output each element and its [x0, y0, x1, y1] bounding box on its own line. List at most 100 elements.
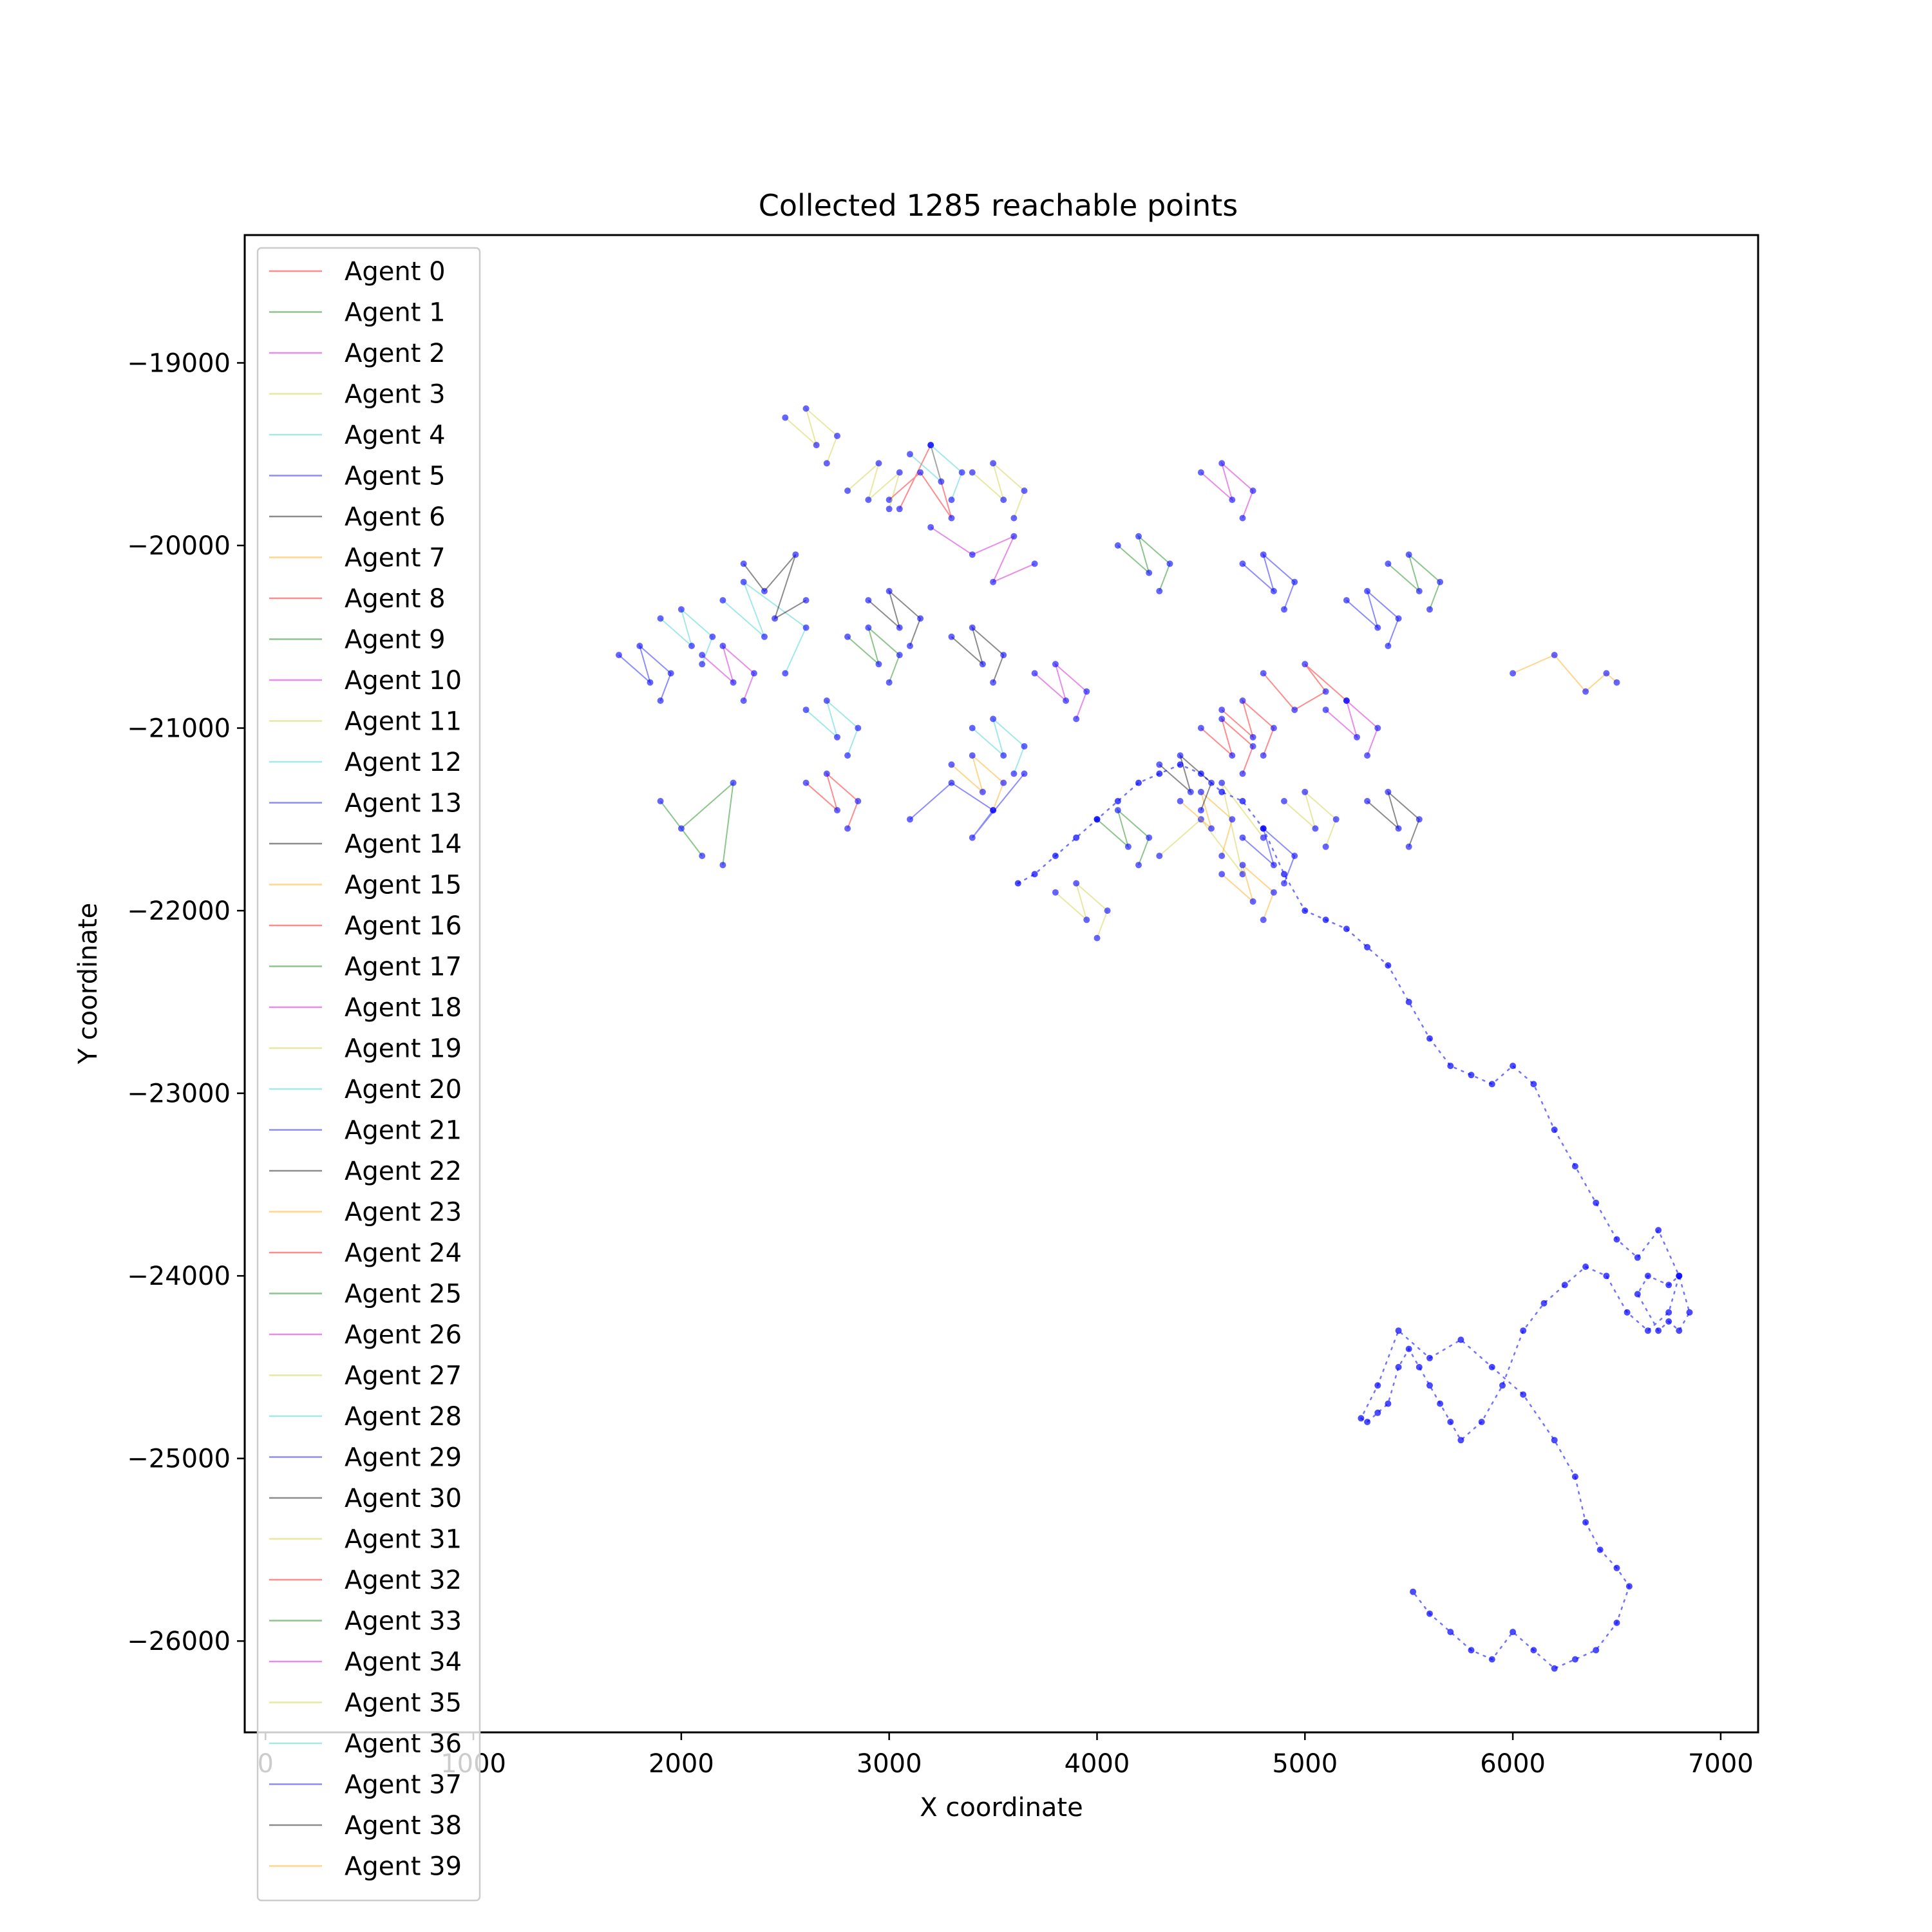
data-point	[677, 606, 685, 613]
legend-item: Agent 8	[269, 584, 446, 614]
data-point	[616, 652, 622, 659]
data-point	[917, 615, 924, 622]
legend-label: Agent 13	[345, 789, 462, 819]
series-agent-1	[657, 779, 737, 869]
series-agent-18	[1031, 661, 1090, 723]
long-path-point	[1676, 1273, 1683, 1280]
legend-label: Agent 34	[345, 1647, 462, 1677]
legend-item: Agent 20	[269, 1075, 462, 1104]
legend-item: Agent 28	[269, 1402, 462, 1432]
series-agent-16	[802, 770, 862, 832]
legend-item: Agent 11	[269, 707, 462, 737]
data-point	[907, 451, 913, 458]
data-point	[886, 679, 893, 686]
data-point	[1385, 788, 1392, 795]
long-path	[1014, 761, 1693, 1672]
series-agent-13	[1343, 587, 1402, 649]
long-path-point	[1405, 998, 1412, 1005]
data-point	[834, 432, 840, 439]
legend-item: Agent 12	[269, 748, 462, 777]
data-point	[1114, 807, 1121, 814]
data-point	[1260, 670, 1267, 677]
data-point	[1322, 688, 1329, 695]
data-point	[1124, 843, 1132, 850]
data-point	[1239, 834, 1246, 841]
legend-item: Agent 30	[269, 1484, 462, 1513]
legend-item: Agent 19	[269, 1034, 462, 1064]
data-point	[1146, 834, 1153, 841]
data-point	[969, 724, 976, 732]
data-point	[1270, 889, 1277, 896]
data-point	[1229, 752, 1236, 759]
legend-label: Agent 10	[345, 666, 462, 696]
data-point	[865, 497, 872, 504]
y-tick-label: −19000	[127, 348, 231, 378]
data-point	[886, 587, 893, 594]
long-path-point	[1613, 1564, 1620, 1571]
data-point	[636, 643, 643, 649]
long-path-point	[1385, 1400, 1392, 1407]
legend-item: Agent 0	[269, 257, 446, 287]
data-point	[1000, 652, 1007, 659]
legend-label: Agent 35	[345, 1689, 462, 1718]
long-path-point	[1457, 1437, 1464, 1444]
data-point	[1395, 615, 1402, 622]
series-agent-23	[948, 752, 1007, 814]
long-path-point	[1634, 1254, 1641, 1261]
series-agent-8	[1260, 661, 1350, 714]
data-point	[1218, 715, 1226, 723]
legend-label: Agent 6	[345, 502, 446, 532]
data-point	[1395, 825, 1402, 832]
series-agent-14	[1364, 788, 1423, 850]
legend-item: Agent 6	[269, 502, 446, 532]
long-path-point	[1571, 1163, 1578, 1170]
data-point	[1260, 916, 1267, 923]
long-path-point	[1073, 834, 1080, 841]
series-agent-20	[657, 606, 716, 668]
long-path-point	[1686, 1309, 1693, 1316]
data-point	[1135, 533, 1142, 540]
data-point	[969, 834, 976, 841]
series-agent-26	[699, 643, 757, 704]
y-tick-label: −26000	[127, 1627, 231, 1656]
long-path-point	[1385, 962, 1392, 969]
data-point	[1249, 488, 1256, 494]
data-point	[1177, 752, 1184, 759]
data-point	[647, 679, 654, 686]
data-point	[1063, 697, 1070, 704]
data-point	[969, 752, 976, 759]
legend-label: Agent 28	[345, 1402, 462, 1432]
series-agent-21	[1239, 551, 1298, 613]
data-point	[782, 670, 789, 677]
legend-label: Agent 27	[345, 1361, 462, 1391]
data-point	[730, 779, 737, 786]
chart-title: Collected 1285 reachable points	[759, 188, 1238, 223]
series-agent-2	[927, 524, 1038, 585]
data-point	[990, 715, 997, 723]
data-point	[719, 862, 726, 869]
long-path-point	[1457, 1336, 1464, 1343]
data-point	[1249, 743, 1256, 750]
data-point	[1197, 469, 1204, 476]
data-point	[865, 597, 872, 604]
data-point	[979, 661, 986, 668]
series-agent-35	[1052, 880, 1111, 942]
long-path-point	[1530, 1081, 1537, 1088]
data-point	[1385, 643, 1392, 649]
data-point	[1239, 862, 1246, 869]
data-point	[1073, 715, 1080, 723]
data-point	[1343, 697, 1350, 704]
data-point	[896, 506, 903, 513]
legend-item: Agent 1	[269, 298, 446, 328]
legend-item: Agent 34	[269, 1647, 462, 1677]
data-point	[855, 798, 862, 804]
long-path-point	[1218, 788, 1226, 795]
long-path-point	[1582, 1264, 1589, 1270]
long-path-point	[1468, 1072, 1475, 1079]
long-path-point	[1551, 1437, 1558, 1444]
x-tick-label: 5000	[1272, 1749, 1338, 1779]
long-path-point	[1593, 1199, 1600, 1206]
data-point	[855, 724, 862, 732]
y-axis-label: Y coordinate	[73, 903, 103, 1065]
